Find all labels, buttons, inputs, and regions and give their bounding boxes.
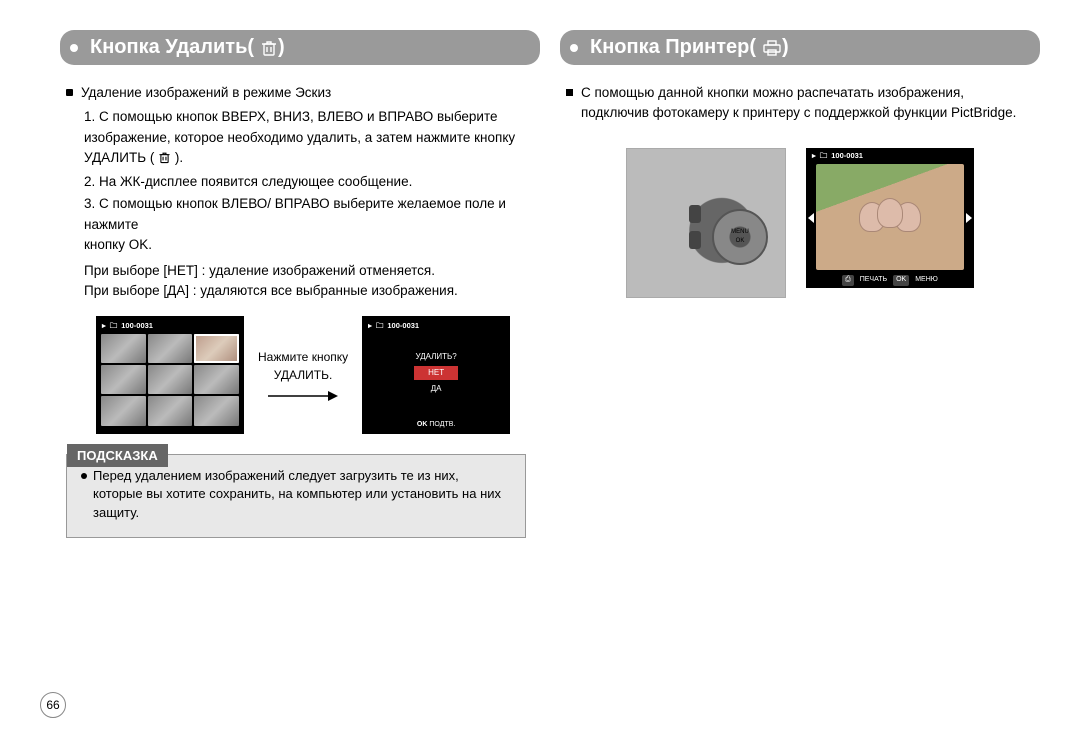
figure-caption-1: Нажмите кнопку [258,348,348,366]
intro-text: Удаление изображений в режиме Эскиз [81,83,331,103]
lcd-header: ▸ 🗀 100-0031 [812,150,863,161]
left-column: Кнопка Удалить( ) Удаление изображений в… [60,30,540,538]
choice-block: При выборе [НЕТ] : удаление изображений … [66,261,534,302]
folder-number: 100-0031 [387,320,419,331]
thumbnail [148,396,193,425]
step-3: 3. С помощью кнопок ВЛЕВО/ ВПРАВО выбери… [84,194,534,255]
thumbnail [194,365,239,394]
hint-box: ПОДСКАЗКА Перед удалением изображений сл… [66,454,526,539]
steps-list: 1. С помощью кнопок ВВЕРХ, ВНИЗ, ВЛЕВО и… [66,107,534,255]
camera-button [689,231,701,249]
dialog-question: УДАЛИТЬ? [416,351,457,363]
step-2: 2. На ЖК-дисплее появится следующее сооб… [84,172,534,192]
play-icon: ▸ [102,320,106,331]
thumbnail-grid [97,334,243,430]
arrow-left-icon [808,213,814,223]
section-header-printer: Кнопка Принтер( ) [560,30,1040,65]
thumbnail [148,334,193,363]
left-content: Удаление изображений в режиме Эскиз 1. С… [60,83,540,538]
lcd-thumbnails: ▸ 🗀 100-0031 [96,316,244,434]
folder-icon: 🗀 [376,320,384,331]
camera-back-illustration [626,148,786,298]
camera-button [689,205,701,223]
right-figures: ▸ 🗀 100-0031 ⎙ ПЕЧАТ [566,148,1034,298]
thumbnail [194,396,239,425]
folder-icon: 🗀 [820,150,828,161]
figure-caption-2: УДАЛИТЬ. [258,366,348,384]
right-content: С помощью данной кнопки можно распечатат… [560,83,1040,298]
header-title: Кнопка Удалить( [90,36,254,59]
thumbnail [101,396,146,425]
lcd-dialog: ▸ 🗀 100-0031 УДАЛИТЬ? НЕТ ДА OK ПОДТВ. [362,316,510,434]
thumbnail [148,365,193,394]
lcd-header: ▸ 🗀 100-0031 [97,317,243,334]
printer-icon: ⎙ [842,275,854,286]
label-print: ПЕЧАТЬ [860,275,887,286]
folder-number: 100-0031 [831,150,863,161]
page-number: 66 [40,692,66,718]
thumbnail [101,365,146,394]
choice-yes: При выборе [ДА] : удаляются все выбранны… [84,281,534,301]
thumbnail [101,334,146,363]
printer-text: С помощью данной кнопки можно распечатат… [581,83,1034,124]
trash-icon [260,39,278,57]
lcd-bottom-bar: ⎙ ПЕЧАТЬ OK МЕНЮ [806,275,974,286]
thumbnail-selected [194,334,239,363]
manual-page: Кнопка Удалить( ) Удаление изображений в… [0,0,1080,558]
folder-number: 100-0031 [121,320,153,331]
label-ok: OK [893,275,909,286]
header-title-close: ) [782,36,789,59]
label-menu: МЕНЮ [915,275,938,286]
nav-arrows [806,213,974,223]
choice-no: При выборе [НЕТ] : удаление изображений … [84,261,534,281]
folder-icon: 🗀 [110,320,118,331]
dialog-option-yes: ДА [417,382,456,396]
section-header-delete: Кнопка Удалить( ) [60,30,540,65]
play-icon: ▸ [368,320,372,331]
header-title: Кнопка Принтер( [590,36,756,59]
hint-text: Перед удалением изображений следует загр… [93,467,511,524]
figure-row: ▸ 🗀 100-0031 [96,316,534,434]
arrow-right-icon [966,213,972,223]
hint-text-row: Перед удалением изображений следует загр… [81,467,511,524]
dialog-bottom: OK ПОДТВ. [363,420,509,431]
dialog-option-no: НЕТ [414,366,458,380]
right-column: Кнопка Принтер( ) С помощью данной кнопк… [560,30,1040,538]
camera-dpad [712,209,768,265]
play-icon: ▸ [812,150,816,161]
intro-line: С помощью данной кнопки можно распечатат… [566,83,1034,124]
lcd-header: ▸ 🗀 100-0031 [363,317,424,334]
figure-caption-block: Нажмите кнопку УДАЛИТЬ. [258,348,348,402]
square-bullet-icon [566,89,573,96]
step-1: 1. С помощью кнопок ВВЕРХ, ВНИЗ, ВЛЕВО и… [84,107,534,170]
intro-line: Удаление изображений в режиме Эскиз [66,83,534,103]
printer-icon [762,39,782,57]
trash-icon [158,150,171,170]
arrow-icon [258,390,348,402]
bullet-icon [81,473,87,479]
bullet-icon [66,89,73,96]
hint-label: ПОДСКАЗКА [67,444,168,468]
header-title-close: ) [278,36,285,59]
lcd-print-preview: ▸ 🗀 100-0031 ⎙ ПЕЧАТ [806,148,974,288]
